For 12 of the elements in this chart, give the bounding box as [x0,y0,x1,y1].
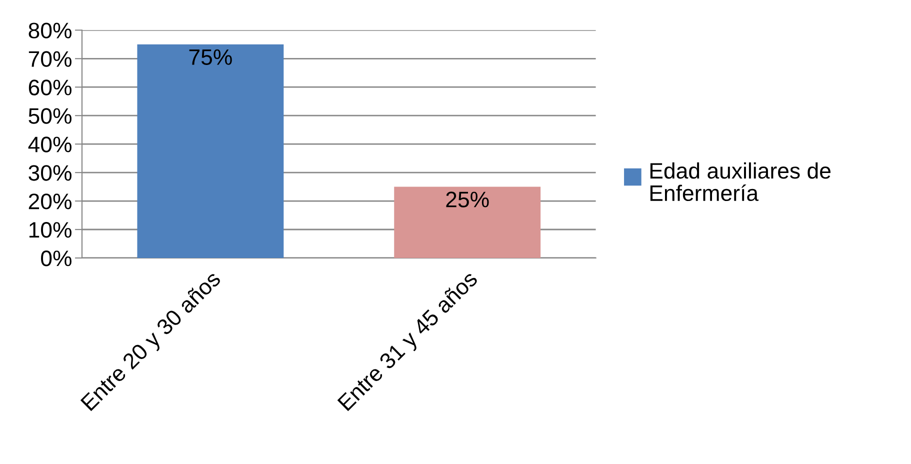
y-tick-label: 0% [41,250,72,266]
data-label: 25% [446,192,489,208]
y-tick-label: 20% [28,194,72,210]
y-tick-label: 80% [28,22,72,38]
y-tick-label: 60% [28,80,72,96]
y-tick-label: 10% [29,222,72,238]
y-tick-label: 30% [28,165,72,181]
y-tick-label: 50% [28,108,72,124]
data-label: 75% [189,49,232,65]
legend-label: Edad auxiliares de Enfermería [650,162,830,202]
y-tick-label: 40% [28,136,72,152]
y-tick-label: 70% [28,51,72,67]
